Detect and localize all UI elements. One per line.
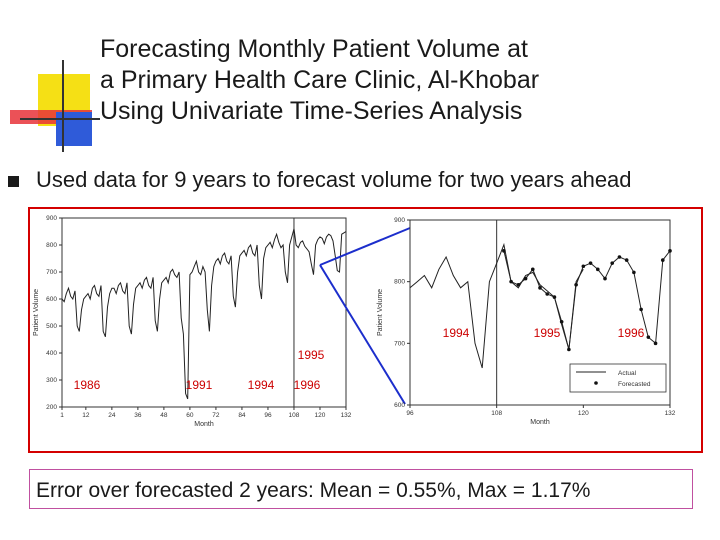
chart1-x-tick-label: 72 [212, 412, 220, 419]
chart2-forecast-point [589, 261, 593, 265]
chart2-forecast-point [603, 277, 607, 281]
chart1-x-tick-label: 60 [186, 412, 194, 419]
chart2-forecast-point [545, 292, 549, 296]
chart2-forecast-point [625, 258, 629, 262]
chart2-y-tick-label: 900 [394, 217, 405, 224]
chart2-legend-forecast-swatch [594, 381, 598, 385]
chart2-forecast-point [517, 283, 521, 287]
zoom-connector-line [320, 265, 405, 404]
chart1-y-tick-label: 500 [46, 323, 57, 330]
chart1-x-axis-label: Month [194, 421, 214, 428]
chart1-y-tick-label: 400 [46, 350, 57, 357]
chart2-y-tick-label: 600 [394, 402, 405, 409]
chart2-y-axis-label: Patient Volume [377, 289, 384, 336]
chart2-x-tick-label: 96 [406, 410, 414, 417]
chart1-y-tick-label: 300 [46, 377, 57, 384]
chart1-y-tick-label: 600 [46, 296, 57, 303]
chart1-x-tick-label: 96 [264, 412, 272, 419]
error-text: Error over forecasted 2 years: Mean = 0.… [36, 479, 590, 503]
chart2-forecast-point [647, 335, 651, 339]
chart1-x-tick-label: 1 [60, 412, 64, 419]
chart2-forecast-point [639, 308, 643, 312]
chart1-x-tick-label: 48 [160, 412, 168, 419]
chart1-annotation: 1996 [294, 378, 321, 392]
chart2-forecast-point [538, 286, 542, 290]
chart2-forecast-point [618, 255, 622, 259]
chart2-forecast-point [524, 277, 528, 281]
chart1-x-tick-label: 36 [134, 412, 142, 419]
chart1-annotation: 1994 [248, 378, 275, 392]
chart2-annotation: 1994 [443, 326, 470, 340]
chart1-y-tick-label: 200 [46, 404, 57, 411]
chart2-forecast-point [531, 268, 535, 272]
chart2-forecast-point [610, 261, 614, 265]
chart1-annotation: 1986 [74, 378, 101, 392]
chart2-annotation: 1996 [618, 326, 645, 340]
chart1-y-tick-label: 900 [46, 215, 57, 222]
chart1-annotation: 1995 [298, 348, 325, 362]
chart2-forecast-point [574, 283, 578, 287]
chart2-forecast-point [632, 271, 636, 275]
chart2-x-tick-label: 108 [491, 410, 502, 417]
chart2-forecast-point [553, 295, 557, 299]
chart1-series-line [62, 229, 346, 399]
chart2-forecast-point [654, 342, 658, 346]
chart2-forecast-point [661, 258, 665, 262]
chart2-forecast-line [504, 251, 670, 350]
chart2-legend-actual-label: Actual [618, 370, 637, 377]
chart1-x-tick-label: 84 [238, 412, 246, 419]
chart1-y-tick-label: 800 [46, 242, 57, 249]
chart2-x-axis-label: Month [530, 419, 550, 426]
chart2-x-tick-label: 132 [665, 410, 676, 417]
chart2-annotation: 1995 [534, 326, 561, 340]
chart1-annotation: 1991 [186, 378, 213, 392]
chart1-x-tick-label: 108 [289, 412, 300, 419]
chart2-forecast-point [560, 320, 564, 324]
chart2-forecast-point [567, 348, 571, 352]
chart2-forecast-point [596, 268, 600, 272]
chart1-x-tick-label: 12 [82, 412, 90, 419]
chart2-x-tick-label: 120 [578, 410, 589, 417]
chart2-legend-forecast-label: Forecasted [618, 381, 651, 388]
chart2-y-tick-label: 700 [394, 340, 405, 347]
chart1-x-tick-label: 24 [108, 412, 116, 419]
chart2-forecast-point [502, 249, 506, 253]
chart2-forecast-point [509, 280, 513, 284]
chart1-y-tick-label: 700 [46, 269, 57, 276]
chart1-x-tick-label: 132 [341, 412, 352, 419]
chart2-forecast-point [582, 264, 586, 268]
chart2-forecast-point [668, 249, 672, 253]
chart1-x-tick-label: 120 [315, 412, 326, 419]
chart1-y-axis-label: Patient Volume [33, 289, 40, 336]
chart2-y-tick-label: 800 [394, 279, 405, 286]
